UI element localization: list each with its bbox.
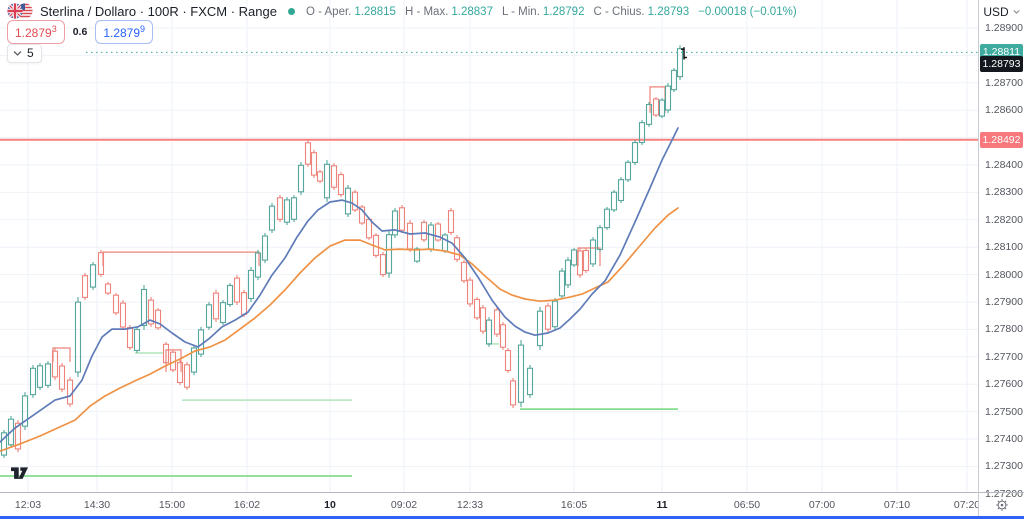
chart-canvas[interactable] xyxy=(0,0,978,495)
price-tick-label: 1.28200 xyxy=(985,213,1023,226)
quote-row: 1.28793 0.6 1.28799 xyxy=(7,20,154,44)
time-tick-label: 16:02 xyxy=(233,499,261,511)
price-tick-label: 1.27700 xyxy=(985,350,1023,363)
legend-collapse-button[interactable]: 5 xyxy=(7,44,42,63)
level-price-badge: 1.28492 xyxy=(980,131,1023,148)
ohlc-low: L - Min. 1.28792 xyxy=(501,5,585,18)
time-tick-label: 10 xyxy=(324,499,336,511)
widget-bottom-border xyxy=(0,516,1024,519)
time-tick-label: 14:30 xyxy=(83,499,111,511)
price-tick-label: 1.28000 xyxy=(985,268,1023,281)
currency-dropdown[interactable]: USD xyxy=(979,3,1024,21)
price-tick-label: 1.27500 xyxy=(985,405,1023,418)
chevron-down-icon xyxy=(13,50,22,56)
time-tick-label: 15:00 xyxy=(158,499,186,511)
ohlc-close: C - Chius. 1.28793 xyxy=(593,5,690,18)
buy-price-button[interactable]: 1.28799 xyxy=(95,20,154,44)
tradingview-logo[interactable] xyxy=(10,465,29,487)
price-scale-settings[interactable] xyxy=(979,492,1024,517)
sell-price-button[interactable]: 1.28793 xyxy=(7,20,65,44)
time-tick-label: 07:00 xyxy=(808,499,836,511)
last-value-marker xyxy=(681,47,687,60)
ma-slow-line xyxy=(0,207,679,452)
ohlc-high: H - Max. 1.28837 xyxy=(404,5,493,18)
price-tick-label: 1.27200 xyxy=(985,487,1023,500)
time-tick-label: 11 xyxy=(656,499,668,511)
gear-icon xyxy=(995,499,1008,511)
price-tick-label: 1.28100 xyxy=(985,241,1023,254)
price-tick-label: 1.27800 xyxy=(985,323,1023,336)
time-tick-label: 07:20 xyxy=(953,499,981,511)
price-tick-label: 1.27600 xyxy=(985,378,1023,391)
symbol-title[interactable]: Sterlina / Dollaro · 100R · FXCM · Range xyxy=(40,4,277,19)
ohlc-open: O - Aper. 1.28815 xyxy=(305,5,396,18)
spread-value: 0.6 xyxy=(72,26,88,38)
symbol-header: Sterlina / Dollaro · 100R · FXCM · Range… xyxy=(7,3,797,20)
gbpusd-flags-icon xyxy=(7,3,34,20)
price-tick-label: 1.27300 xyxy=(985,460,1023,473)
time-axis[interactable]: 12:03 14:30 15:00 16:02 10 09:02 12:33 16:05 11 0… xyxy=(0,492,981,519)
ohlc-values: O - Aper. 1.28815 H - Max. 1.28837 L - Min… xyxy=(306,6,797,18)
time-tick-label: 07:10 xyxy=(883,499,911,511)
price-tick-label: 1.28700 xyxy=(985,76,1023,89)
ma-fast-line xyxy=(0,127,679,443)
price-change: −0.00018 (−0.01%) xyxy=(698,5,797,18)
last-close-badge: 1.28793 xyxy=(980,55,1023,72)
time-tick-label: 12:03 xyxy=(14,499,42,511)
time-tick-label: 12:33 xyxy=(456,499,484,511)
price-tick-label: 1.28600 xyxy=(985,104,1023,117)
price-axis[interactable]: USD 1.28900 1.28700 1.28600 1.28400 1.28300 1… xyxy=(978,0,1024,519)
candles xyxy=(0,45,684,458)
price-tick-label: 1.28900 xyxy=(985,22,1023,34)
time-tick-label: 09:02 xyxy=(390,499,418,511)
market-status-icon xyxy=(287,8,295,15)
indicator-count: 5 xyxy=(27,46,34,60)
chevron-down-icon xyxy=(1013,10,1020,14)
price-tick-label: 1.27400 xyxy=(985,433,1023,445)
time-tick-label: 06:50 xyxy=(733,499,761,511)
price-tick-label: 1.27900 xyxy=(985,296,1023,308)
price-tick-label: 1.28300 xyxy=(985,186,1023,199)
price-tick-label: 1.28400 xyxy=(985,159,1023,171)
time-tick-label: 16:05 xyxy=(560,499,588,511)
